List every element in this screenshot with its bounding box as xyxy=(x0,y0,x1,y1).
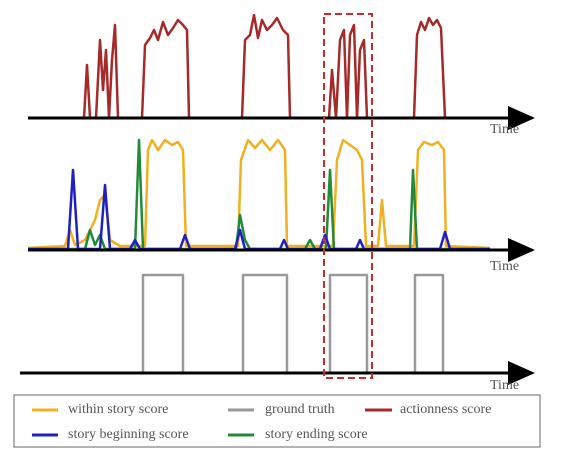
axis-label: Time xyxy=(490,122,519,137)
legend-label: ground truth xyxy=(265,402,335,417)
legend-label: story ending score xyxy=(265,427,368,442)
ground-truth-curve xyxy=(141,273,445,373)
story-ending-curve xyxy=(28,138,490,251)
within-story-curve xyxy=(27,138,491,250)
axis-label: Time xyxy=(490,378,519,393)
legend-label: actionness score xyxy=(400,402,491,417)
legend xyxy=(13,394,541,448)
actionness-curve xyxy=(28,13,490,120)
legend-label: story beginning score xyxy=(68,427,189,442)
legend-label: within story score xyxy=(68,402,168,417)
story-beginning-curve xyxy=(28,168,490,251)
axis-label: Time xyxy=(490,259,519,274)
highlight-box xyxy=(323,13,373,379)
